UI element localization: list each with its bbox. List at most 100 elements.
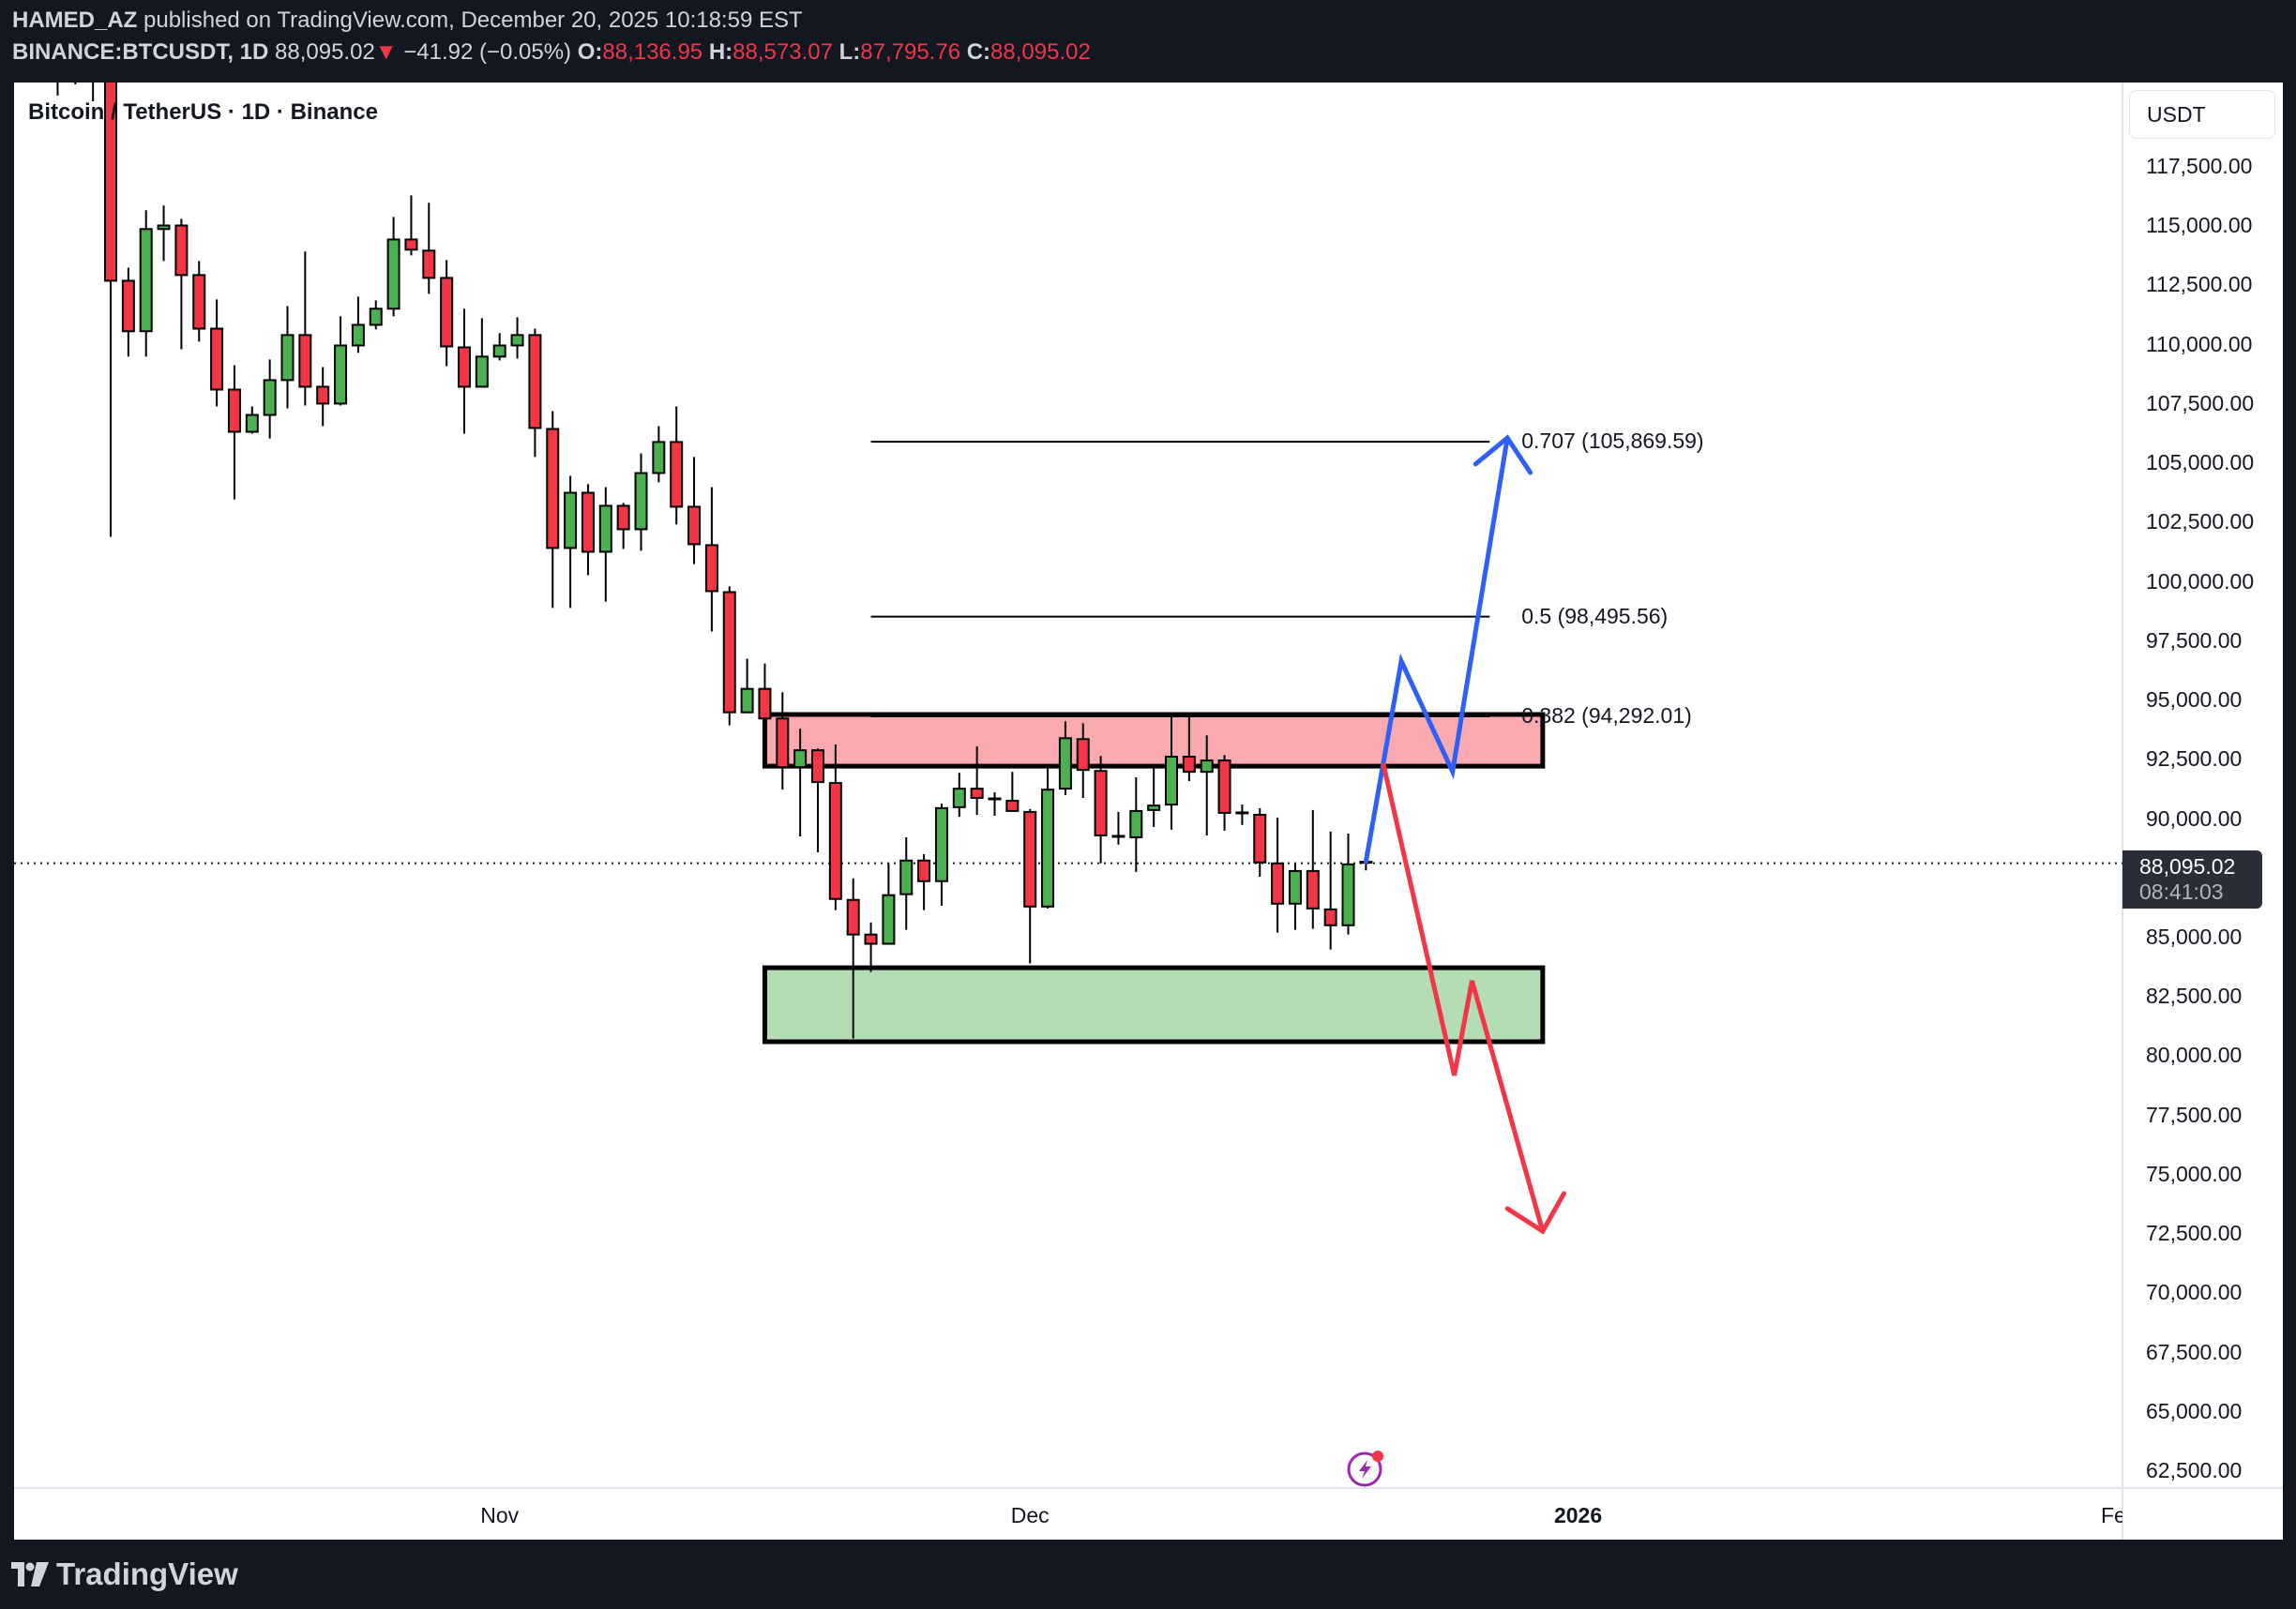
candle[interactable] (952, 773, 966, 817)
candle[interactable] (227, 365, 241, 500)
candle[interactable] (934, 804, 948, 906)
candle[interactable] (87, 0, 98, 101)
candle[interactable] (634, 453, 648, 551)
candle[interactable] (758, 663, 772, 720)
price-tick-label: 77,500.00 (2146, 1102, 2243, 1127)
candle[interactable] (1182, 714, 1196, 782)
candle[interactable] (263, 359, 277, 439)
candle[interactable] (811, 748, 824, 852)
candle-body (1076, 738, 1090, 772)
support-zone[interactable] (762, 965, 1546, 1045)
chart-panel[interactable] (14, 83, 2283, 1540)
currency-button[interactable]: USDT (2129, 90, 2275, 139)
candle-body (1094, 770, 1108, 836)
candle[interactable] (581, 484, 595, 576)
candle[interactable] (598, 487, 612, 602)
candle-body (528, 334, 542, 429)
candle[interactable] (1058, 721, 1072, 795)
candle[interactable] (1023, 808, 1037, 964)
candle[interactable] (988, 791, 1002, 816)
candle[interactable] (440, 260, 454, 367)
candle[interactable] (1111, 811, 1125, 845)
candle[interactable] (1217, 755, 1231, 831)
candle[interactable] (1147, 766, 1161, 827)
candle[interactable] (740, 658, 754, 714)
candle-body (1165, 755, 1178, 806)
candle[interactable] (528, 328, 542, 458)
candle[interactable] (1005, 772, 1020, 812)
candle[interactable] (616, 503, 630, 549)
candle[interactable] (280, 306, 295, 409)
candle[interactable] (351, 296, 365, 353)
resistance-zone[interactable] (762, 712, 1546, 769)
candle[interactable] (1288, 863, 1302, 930)
low-value: 87,795.76 (860, 39, 961, 65)
candle[interactable] (882, 863, 896, 945)
candle[interactable] (1323, 831, 1337, 950)
candle[interactable] (917, 853, 931, 910)
candle[interactable] (1076, 723, 1090, 799)
candle[interactable] (298, 251, 312, 406)
candle[interactable] (458, 308, 471, 434)
candle[interactable] (546, 411, 560, 609)
candle[interactable] (334, 316, 348, 406)
candle[interactable] (1341, 833, 1355, 935)
candle-body (740, 687, 754, 714)
candle[interactable] (386, 217, 400, 317)
candle[interactable] (1129, 776, 1143, 872)
candle[interactable] (69, 0, 81, 84)
tradingview-logo[interactable]: TradingView (11, 1556, 238, 1592)
candle[interactable] (828, 744, 842, 910)
candle[interactable] (174, 218, 189, 350)
candle[interactable] (687, 457, 702, 564)
price-tick-label: 92,500.00 (2146, 746, 2243, 772)
candle[interactable] (776, 692, 790, 790)
candle[interactable] (1306, 809, 1320, 929)
candle[interactable] (704, 487, 718, 632)
candle[interactable] (652, 426, 666, 483)
candle[interactable] (564, 475, 578, 609)
bullish-scenario-arrow[interactable] (1363, 435, 1510, 865)
candle[interactable] (404, 195, 418, 256)
candle[interactable] (1253, 807, 1267, 877)
candle[interactable] (139, 210, 153, 357)
candle[interactable] (316, 367, 330, 427)
candle[interactable] (1271, 817, 1285, 933)
candle[interactable] (1094, 756, 1108, 864)
candle[interactable] (1200, 735, 1214, 835)
candle-body (369, 308, 383, 326)
candle[interactable] (1165, 714, 1178, 830)
candle[interactable] (793, 729, 808, 836)
candle[interactable] (475, 318, 489, 388)
candle[interactable] (1235, 804, 1249, 825)
candle[interactable] (510, 317, 524, 359)
candle-body (917, 859, 931, 882)
candle[interactable] (192, 261, 206, 342)
candle-body (475, 355, 489, 388)
author-name[interactable]: HAMED_AZ (12, 8, 138, 33)
candle[interactable] (104, 55, 117, 537)
bearish-scenario-arrow[interactable] (1381, 762, 1546, 1234)
candle-body (1200, 759, 1214, 774)
candle[interactable] (369, 300, 383, 330)
candle[interactable] (722, 586, 736, 726)
candle[interactable] (121, 267, 135, 357)
last-price: 88,095.02 (275, 39, 375, 65)
candle[interactable] (157, 205, 171, 262)
lightning-icon[interactable] (1345, 1448, 1386, 1489)
candle[interactable] (864, 922, 878, 972)
candle[interactable] (492, 333, 506, 361)
candle[interactable] (970, 746, 984, 815)
candle[interactable] (422, 203, 436, 294)
candle[interactable] (52, 0, 63, 96)
tradingview-logo-icon (11, 1562, 49, 1586)
plot-area[interactable] (14, 0, 2122, 1235)
candle[interactable] (210, 299, 224, 407)
candle[interactable] (670, 406, 684, 525)
candle[interactable] (1041, 766, 1055, 909)
candle[interactable] (245, 406, 259, 434)
candle[interactable] (899, 836, 914, 930)
candle-body (1306, 869, 1320, 910)
candle[interactable] (846, 878, 860, 1039)
